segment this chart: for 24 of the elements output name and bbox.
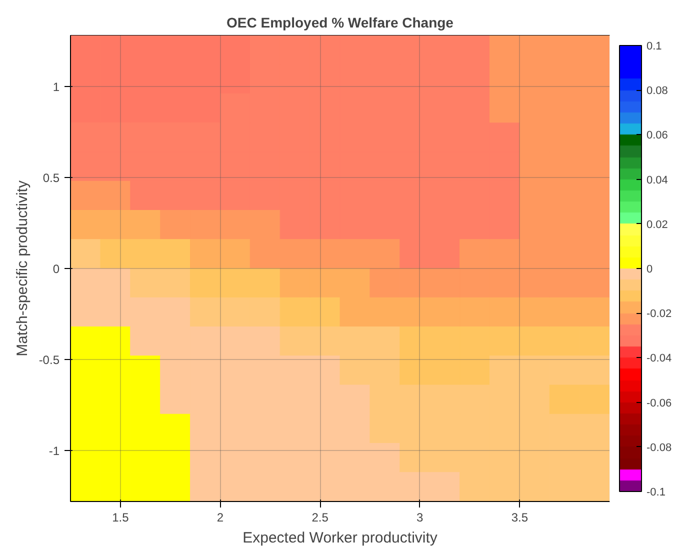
x-tick-label: 3 <box>416 510 424 524</box>
color-bar-label: 0.08 <box>646 85 668 98</box>
x-axis-title: Expected Worker productivity <box>242 530 438 546</box>
color-bar-label: -0.04 <box>646 352 672 365</box>
color-bar-label: 0.04 <box>646 174 668 186</box>
color-bar-label: -0.02 <box>646 308 672 320</box>
color-bar-label: -0.08 <box>646 442 672 454</box>
x-tick-label: 1.5 <box>112 510 130 524</box>
y-tick-label: 1 <box>52 80 60 94</box>
y-tick-label: 0.5 <box>42 170 60 185</box>
color-bar-label: -0.1 <box>646 486 666 498</box>
color-bar-label: 0.02 <box>646 218 668 231</box>
x-tick-label: 2 <box>216 510 224 524</box>
color-bar-label: 0.06 <box>646 130 668 142</box>
color-bar-label: 0.1 <box>646 40 662 52</box>
color-bar-label: 0 <box>646 264 653 276</box>
y-axis-title: Match-specific productivity <box>14 180 31 356</box>
chart-title: OEC Employed % Welfare Change <box>226 14 454 30</box>
x-tick-label: 3.5 <box>511 510 528 524</box>
x-tick-label: 2.5 <box>312 510 329 524</box>
color-bar-label: -0.06 <box>646 397 672 410</box>
y-tick-label: -1 <box>48 444 60 458</box>
y-tick-label: -0.5 <box>38 353 60 368</box>
y-tick-label: 0 <box>52 262 60 276</box>
